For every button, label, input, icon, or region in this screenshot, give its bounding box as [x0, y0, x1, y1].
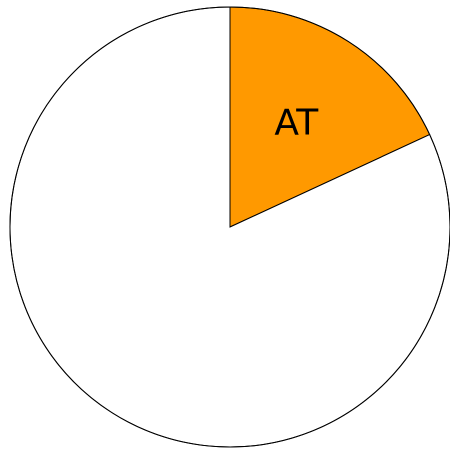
- pie-slice-label-at: AT: [274, 103, 319, 144]
- pie-slices: [9, 6, 450, 448]
- pie-outline: [9, 6, 450, 448]
- pie-labels: AT: [274, 103, 319, 144]
